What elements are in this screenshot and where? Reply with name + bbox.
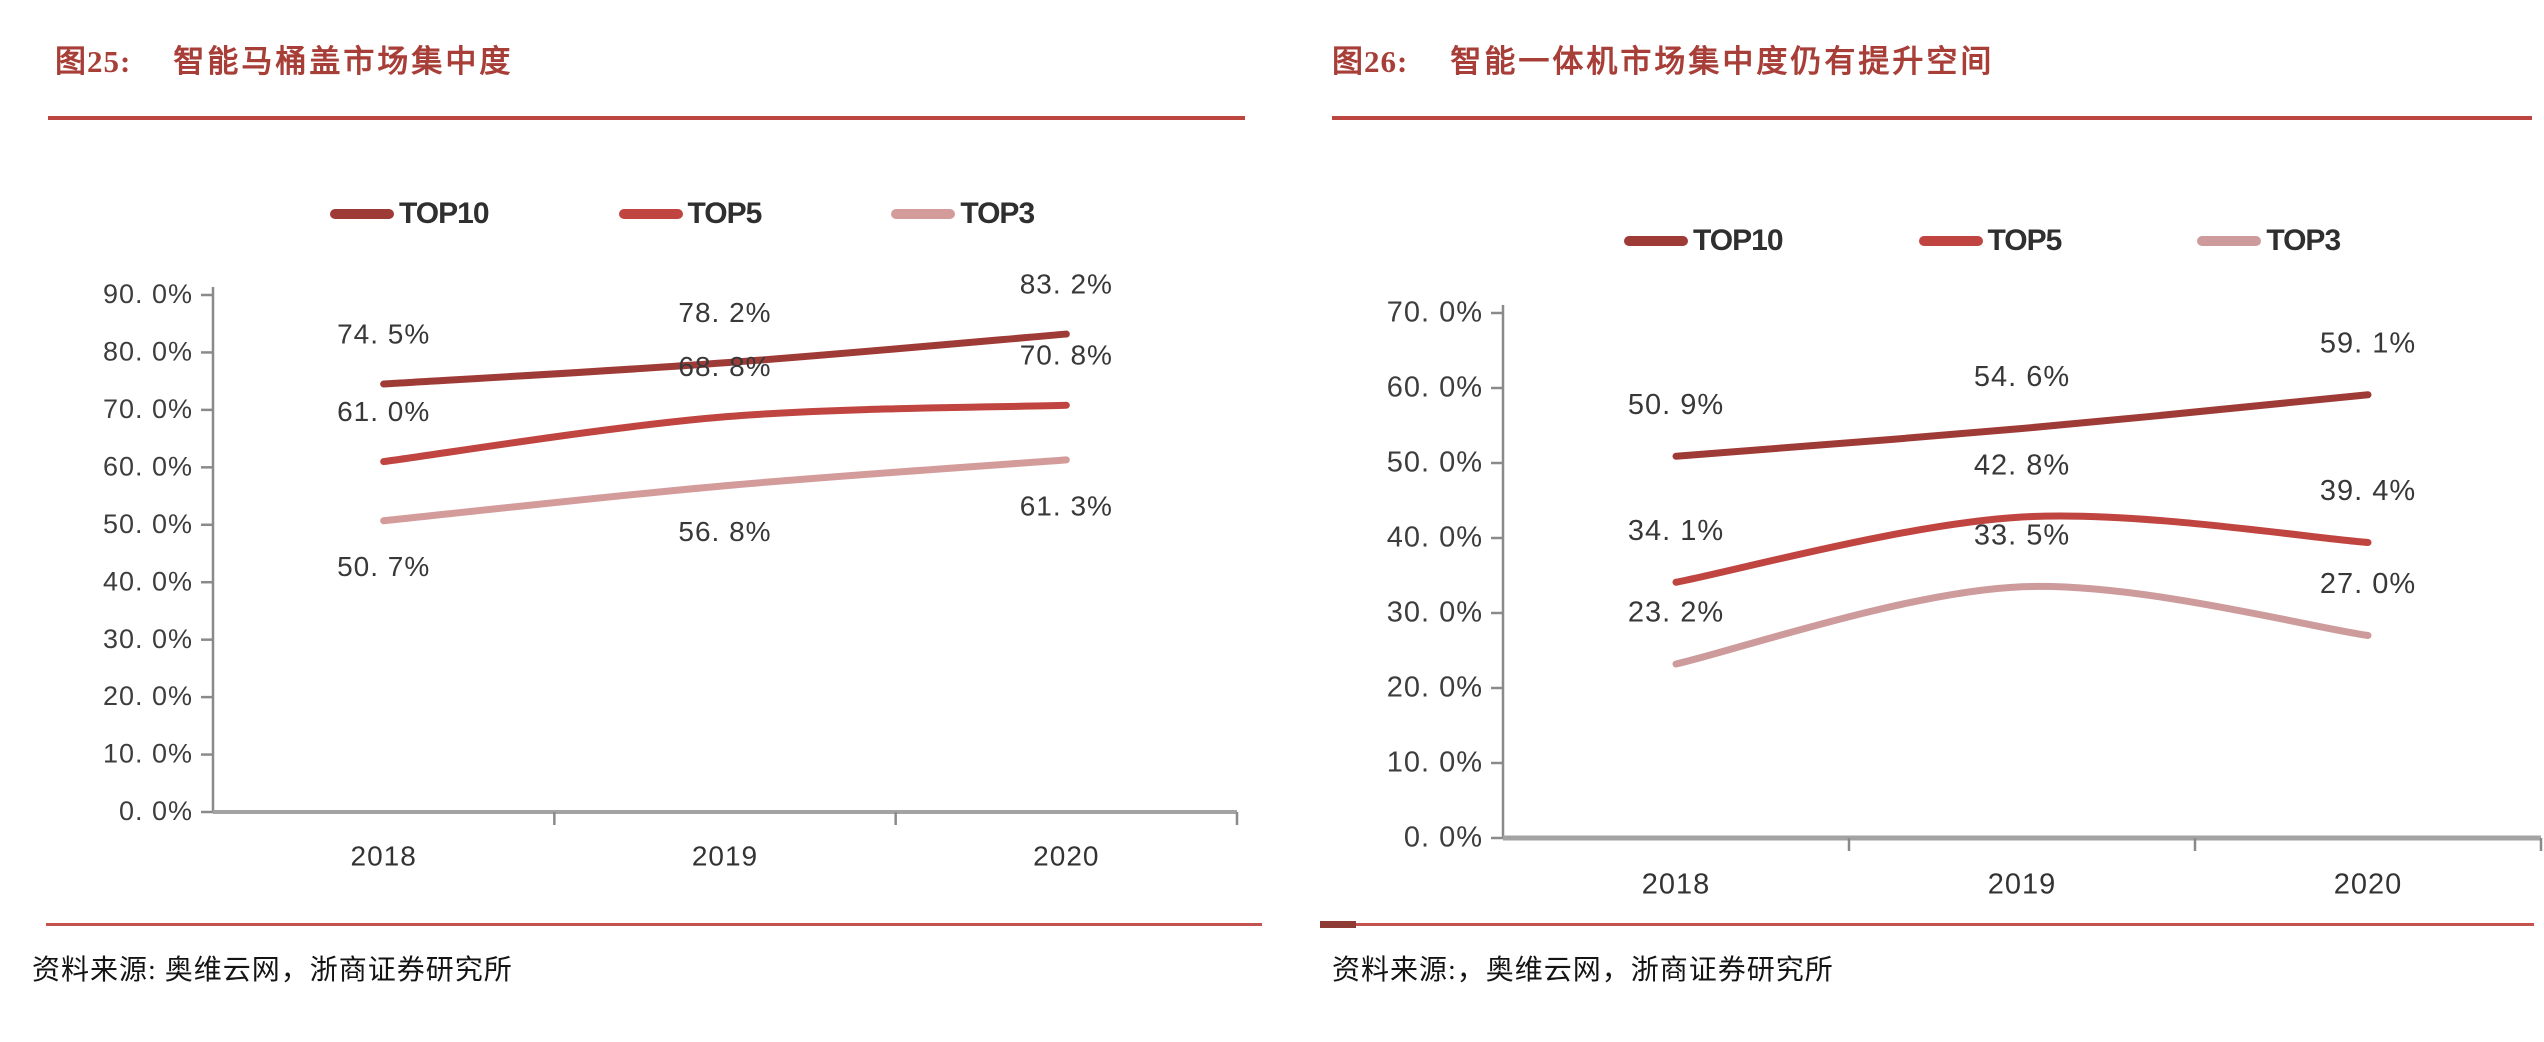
- separator-start-dash: [1320, 921, 1356, 928]
- source-note: 资料来源:，奥维云网，浙商证券研究所: [1332, 955, 1834, 986]
- data-point-label: 50. 9%: [1628, 389, 1724, 421]
- series-line-top10: [1672, 391, 2372, 460]
- data-point-label: 50. 7%: [337, 551, 430, 582]
- y-axis-tick-label: 50. 0%: [103, 509, 193, 539]
- series-line-top5: [1672, 512, 2372, 586]
- data-point-label: 70. 8%: [1020, 340, 1113, 371]
- figure-title: 智能马桶盖市场集中度: [173, 44, 514, 79]
- figure-number-label: 图26:: [1332, 44, 1409, 79]
- legend-swatch-top10: [330, 209, 394, 219]
- legend-swatch-top5: [618, 209, 683, 219]
- source-note: 资料来源: 奥维云网，浙商证券研究所: [32, 955, 513, 986]
- legend-item-top5: TOP5: [1918, 224, 2063, 258]
- data-point-label: 54. 6%: [1974, 361, 2070, 393]
- figure-26-title-row: 图26: 智能一体机市场集中度仍有提升空间: [1332, 36, 1994, 81]
- legend-item-top3: TOP3: [891, 197, 1035, 231]
- y-axis-tick-label: 70. 0%: [103, 394, 193, 424]
- footer-separator-line: [1320, 921, 2534, 928]
- y-axis-tick-label: 40. 0%: [103, 566, 193, 596]
- title-separator-line: [1332, 116, 2532, 120]
- y-axis-tick-label: 20. 0%: [103, 681, 193, 711]
- y-axis-tick-label: 80. 0%: [103, 337, 193, 367]
- x-axis-category-label: 2018: [351, 840, 417, 871]
- y-axis-tick-label: 40. 0%: [1387, 522, 1483, 554]
- x-axis-category-label: 2020: [1033, 840, 1099, 871]
- chart-legend: TOP10 TOP5 TOP3: [330, 197, 1035, 231]
- data-point-label: 68. 8%: [678, 351, 771, 382]
- data-point-label: 74. 5%: [337, 318, 430, 349]
- legend-swatch-top3: [891, 209, 956, 219]
- data-point-label: 61. 3%: [1020, 490, 1113, 521]
- legend-label-top3: TOP3: [2266, 224, 2341, 257]
- legend-label-top10: TOP10: [399, 197, 489, 230]
- figure-25-title-row: 图25: 智能马桶盖市场集中度: [55, 36, 513, 81]
- data-point-label: 27. 0%: [2320, 568, 2416, 600]
- data-point-label: 42. 8%: [1974, 450, 2070, 482]
- figure-title: 智能一体机市场集中度仍有提升空间: [1450, 44, 1995, 79]
- data-point-label: 34. 1%: [1628, 515, 1724, 547]
- data-point-label: 39. 4%: [2320, 475, 2416, 507]
- data-point-label: 78. 2%: [678, 297, 771, 328]
- chart-legend: TOP10 TOP5 TOP3: [1624, 224, 2341, 258]
- y-axis-tick-label: 50. 0%: [1387, 447, 1483, 479]
- series-line-top3: [1672, 582, 2372, 668]
- legend-item-top10: TOP10: [330, 197, 489, 231]
- line-chart-fig25: 0. 0% 10. 0% 20. 0% 30. 0% 40. 0% 50. 0% 60. 0…: [103, 268, 1239, 871]
- data-point-label: 59. 1%: [2320, 327, 2416, 359]
- series-line-top10: [380, 330, 1070, 388]
- y-axis-tick-label: 20. 0%: [1387, 672, 1483, 704]
- legend-item-top3: TOP3: [2197, 224, 2341, 258]
- title-separator-line: [48, 116, 1245, 120]
- figure-25-panel: 图25: 智能马桶盖市场集中度 TOP10 TOP5 TOP3 0. 0% 10.…: [32, 36, 1262, 986]
- y-axis-tick-label: 30. 0%: [1387, 597, 1483, 629]
- footer-separator-line: [46, 923, 1262, 926]
- y-axis-tick-label: 0. 0%: [1404, 822, 1483, 854]
- y-axis-tick-label: 10. 0%: [103, 739, 193, 769]
- legend-label-top3: TOP3: [960, 197, 1035, 230]
- figure-number-label: 图25:: [55, 44, 132, 79]
- data-point-label: 56. 8%: [678, 516, 771, 547]
- y-axis-tick-label: 30. 0%: [103, 624, 193, 654]
- data-point-label: 83. 2%: [1020, 268, 1113, 299]
- data-point-label: 61. 0%: [337, 396, 430, 427]
- y-axis-tick-label: 10. 0%: [1387, 747, 1483, 779]
- legend-label-top5: TOP5: [687, 197, 763, 230]
- y-axis-tick-label: 70. 0%: [1387, 297, 1483, 329]
- y-axis-tick-label: 60. 0%: [103, 451, 193, 481]
- y-axis-tick-label: 90. 0%: [103, 279, 193, 309]
- data-point-label: 33. 5%: [1974, 519, 2070, 551]
- legend-swatch-top10: [1624, 236, 1688, 246]
- y-axis-tick-label: 60. 0%: [1387, 372, 1483, 404]
- legend-swatch-top5: [1918, 236, 1983, 246]
- line-chart-fig26: 0. 0% 10. 0% 20. 0% 30. 0% 40. 0% 50. 0% 60. 0…: [1387, 297, 2543, 901]
- x-axis-category-label: 2018: [1642, 869, 1711, 901]
- y-axis-tick-label: 0. 0%: [119, 796, 193, 826]
- legend-label-top10: TOP10: [1693, 224, 1783, 257]
- legend-item-top10: TOP10: [1624, 224, 1783, 258]
- figure-26-panel: 图26: 智能一体机市场集中度仍有提升空间 TOP10 TOP5 TOP3 0.…: [1272, 0, 2544, 1042]
- x-axis-category-label: 2019: [692, 840, 758, 871]
- legend-swatch-top3: [2197, 236, 2262, 246]
- legend-label-top5: TOP5: [1987, 224, 2063, 257]
- x-axis-category-label: 2020: [2334, 869, 2403, 901]
- series-line-top5: [380, 401, 1070, 466]
- legend-item-top5: TOP5: [618, 197, 763, 231]
- x-axis-category-label: 2019: [1988, 869, 2057, 901]
- data-point-label: 23. 2%: [1628, 597, 1724, 629]
- series-line-top3: [380, 456, 1070, 525]
